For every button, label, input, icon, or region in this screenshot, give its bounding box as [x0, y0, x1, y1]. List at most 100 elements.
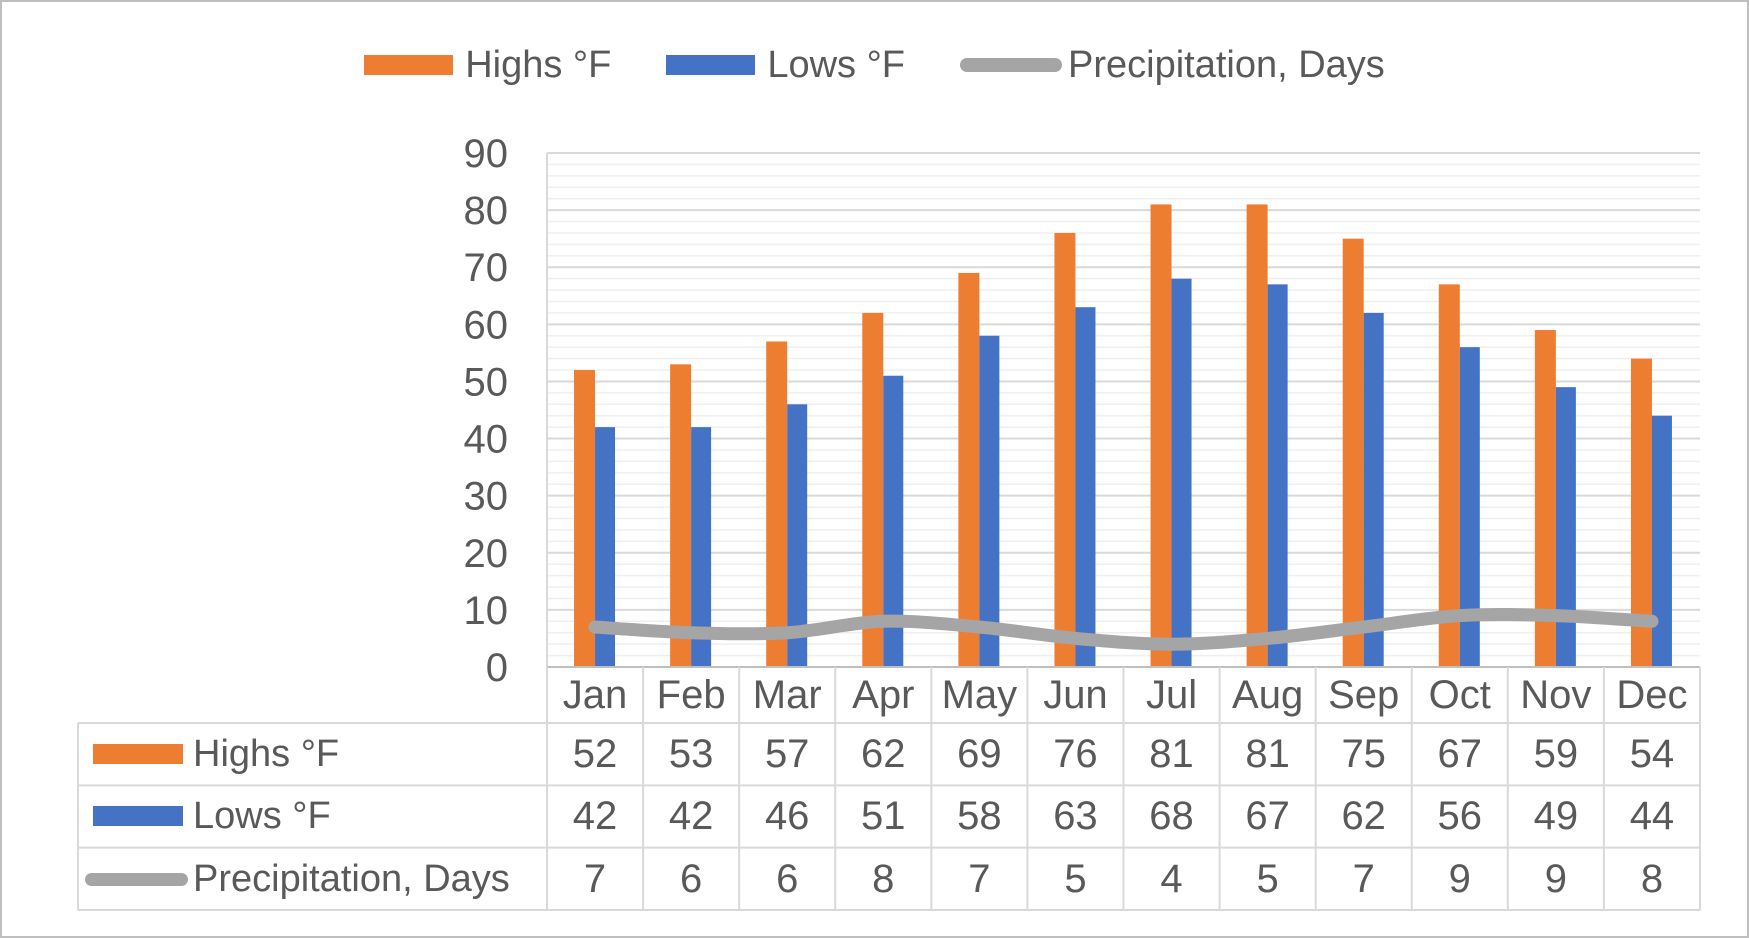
y-axis-label: 0: [486, 646, 508, 690]
table-value-cell: 7: [968, 856, 991, 901]
y-axis-label: 30: [464, 475, 509, 519]
table-value-cell: 5: [1256, 856, 1279, 901]
bar-lows: [1171, 278, 1192, 667]
legend-label-precipitation: Precipitation, Days: [1068, 43, 1385, 86]
highs-series-swatch-icon: [93, 744, 183, 764]
y-axis-label: 10: [464, 589, 509, 633]
table-row-label-highs: Highs °F: [78, 723, 549, 785]
bar-lows: [979, 335, 1000, 667]
legend-label-highs: Highs °F: [465, 43, 612, 86]
table-value-cell: 9: [1448, 856, 1471, 901]
table-value-cell: 42: [668, 794, 714, 839]
bar-lows: [883, 375, 904, 667]
legend-item-highs: Highs °F: [364, 44, 611, 87]
table-value-cell: 76: [1053, 732, 1098, 776]
legend-item-precipitation: Precipitation, Days: [960, 44, 1385, 87]
table-value-cell: 58: [957, 794, 1002, 839]
bar-lows: [1555, 387, 1576, 667]
bar-highs: [862, 312, 884, 667]
table-value-cell: 56: [1437, 794, 1483, 839]
bar-highs: [574, 370, 596, 667]
bar-lows: [1459, 347, 1480, 667]
bar-highs: [1534, 330, 1556, 667]
lows-series-swatch-icon: [666, 55, 756, 75]
table-value-cell: 59: [1533, 732, 1579, 776]
bar-lows: [1651, 415, 1672, 667]
table-value-cell: 81: [1149, 732, 1194, 776]
bar-highs: [958, 272, 980, 667]
bar-lows: [595, 427, 616, 667]
table-value-cell: 81: [1245, 732, 1290, 776]
month-header-cell: Feb: [656, 673, 726, 717]
month-header-cell: Sep: [1328, 673, 1400, 717]
month-header-cell: May: [941, 673, 1018, 717]
lows-series-swatch-icon: [93, 806, 183, 826]
table-value-cell: 57: [764, 732, 810, 776]
month-header-cell: Oct: [1428, 673, 1491, 717]
table-row-label-text: Lows °F: [193, 794, 331, 837]
y-axis-label: 50: [464, 360, 509, 404]
table-value-cell: 7: [1352, 856, 1375, 901]
table-value-cell: 9: [1544, 856, 1567, 901]
table-value-cell: 8: [872, 856, 895, 901]
table-value-cell: 67: [1437, 732, 1483, 776]
table-row-label-text: Highs °F: [193, 732, 340, 775]
table-value-cell: 49: [1533, 794, 1579, 839]
y-axis-label: 20: [464, 532, 509, 576]
table-value-cell: 63: [1053, 794, 1098, 839]
table-value-cell: 69: [957, 732, 1002, 776]
y-axis-label: 40: [464, 418, 509, 462]
bar-lows: [1267, 284, 1288, 667]
table-row-label-precipitation: Precipitation, Days: [78, 848, 549, 910]
table-value-cell: 62: [1341, 794, 1386, 839]
precipitation-line: [588, 607, 1659, 651]
month-header-cell: Apr: [852, 673, 915, 717]
table-value-cell: 52: [572, 732, 618, 776]
bar-lows: [691, 427, 712, 667]
precipitation-series-swatch-icon: [960, 58, 1062, 72]
legend-label-lows: Lows °F: [767, 43, 905, 86]
table-value-cell: 42: [572, 794, 618, 839]
table-value-cell: 44: [1629, 794, 1675, 839]
month-header-cell: Mar: [752, 673, 822, 717]
table-value-cell: 46: [764, 794, 810, 839]
y-axis-label: 80: [464, 189, 509, 233]
table-value-cell: 6: [679, 856, 703, 901]
month-header-cell: Dec: [1616, 673, 1688, 717]
month-header-cell: Nov: [1520, 673, 1592, 717]
bar-lows: [787, 404, 808, 667]
table-value-cell: 5: [1064, 856, 1087, 901]
month-header-cell: Aug: [1232, 673, 1304, 717]
table-value-cell: 53: [668, 732, 714, 776]
table-value-cell: 62: [861, 732, 906, 776]
table-value-cell: 6: [776, 856, 799, 901]
bar-highs: [1054, 232, 1076, 667]
highs-series-swatch-icon: [364, 55, 454, 75]
chart-legend: Highs °F Lows °F Precipitation, Days: [2, 36, 1747, 94]
y-axis-label: 90: [464, 132, 509, 176]
bar-highs: [1150, 204, 1172, 667]
table-value-cell: 54: [1629, 732, 1675, 776]
table-value-cell: 68: [1149, 794, 1194, 839]
bar-highs: [1630, 358, 1652, 667]
precipitation-series-swatch-icon: [85, 872, 188, 886]
y-axis-label: 60: [464, 303, 509, 347]
y-axis-label: 70: [464, 246, 509, 290]
table-row-label-text: Precipitation, Days: [193, 857, 510, 900]
legend-item-lows: Lows °F: [666, 44, 905, 87]
bar-lows: [1363, 312, 1384, 667]
bar-highs: [1438, 284, 1460, 667]
month-header-cell: Jan: [562, 673, 628, 717]
table-value-cell: 4: [1160, 856, 1183, 901]
bar-highs: [766, 341, 788, 667]
table-value-cell: 75: [1341, 732, 1386, 776]
bar-highs: [1342, 238, 1364, 667]
bar-lows: [1075, 307, 1096, 667]
table-value-cell: 51: [861, 794, 906, 839]
bar-highs: [670, 364, 692, 667]
bar-highs: [1246, 204, 1268, 667]
table-value-cell: 8: [1640, 856, 1664, 901]
